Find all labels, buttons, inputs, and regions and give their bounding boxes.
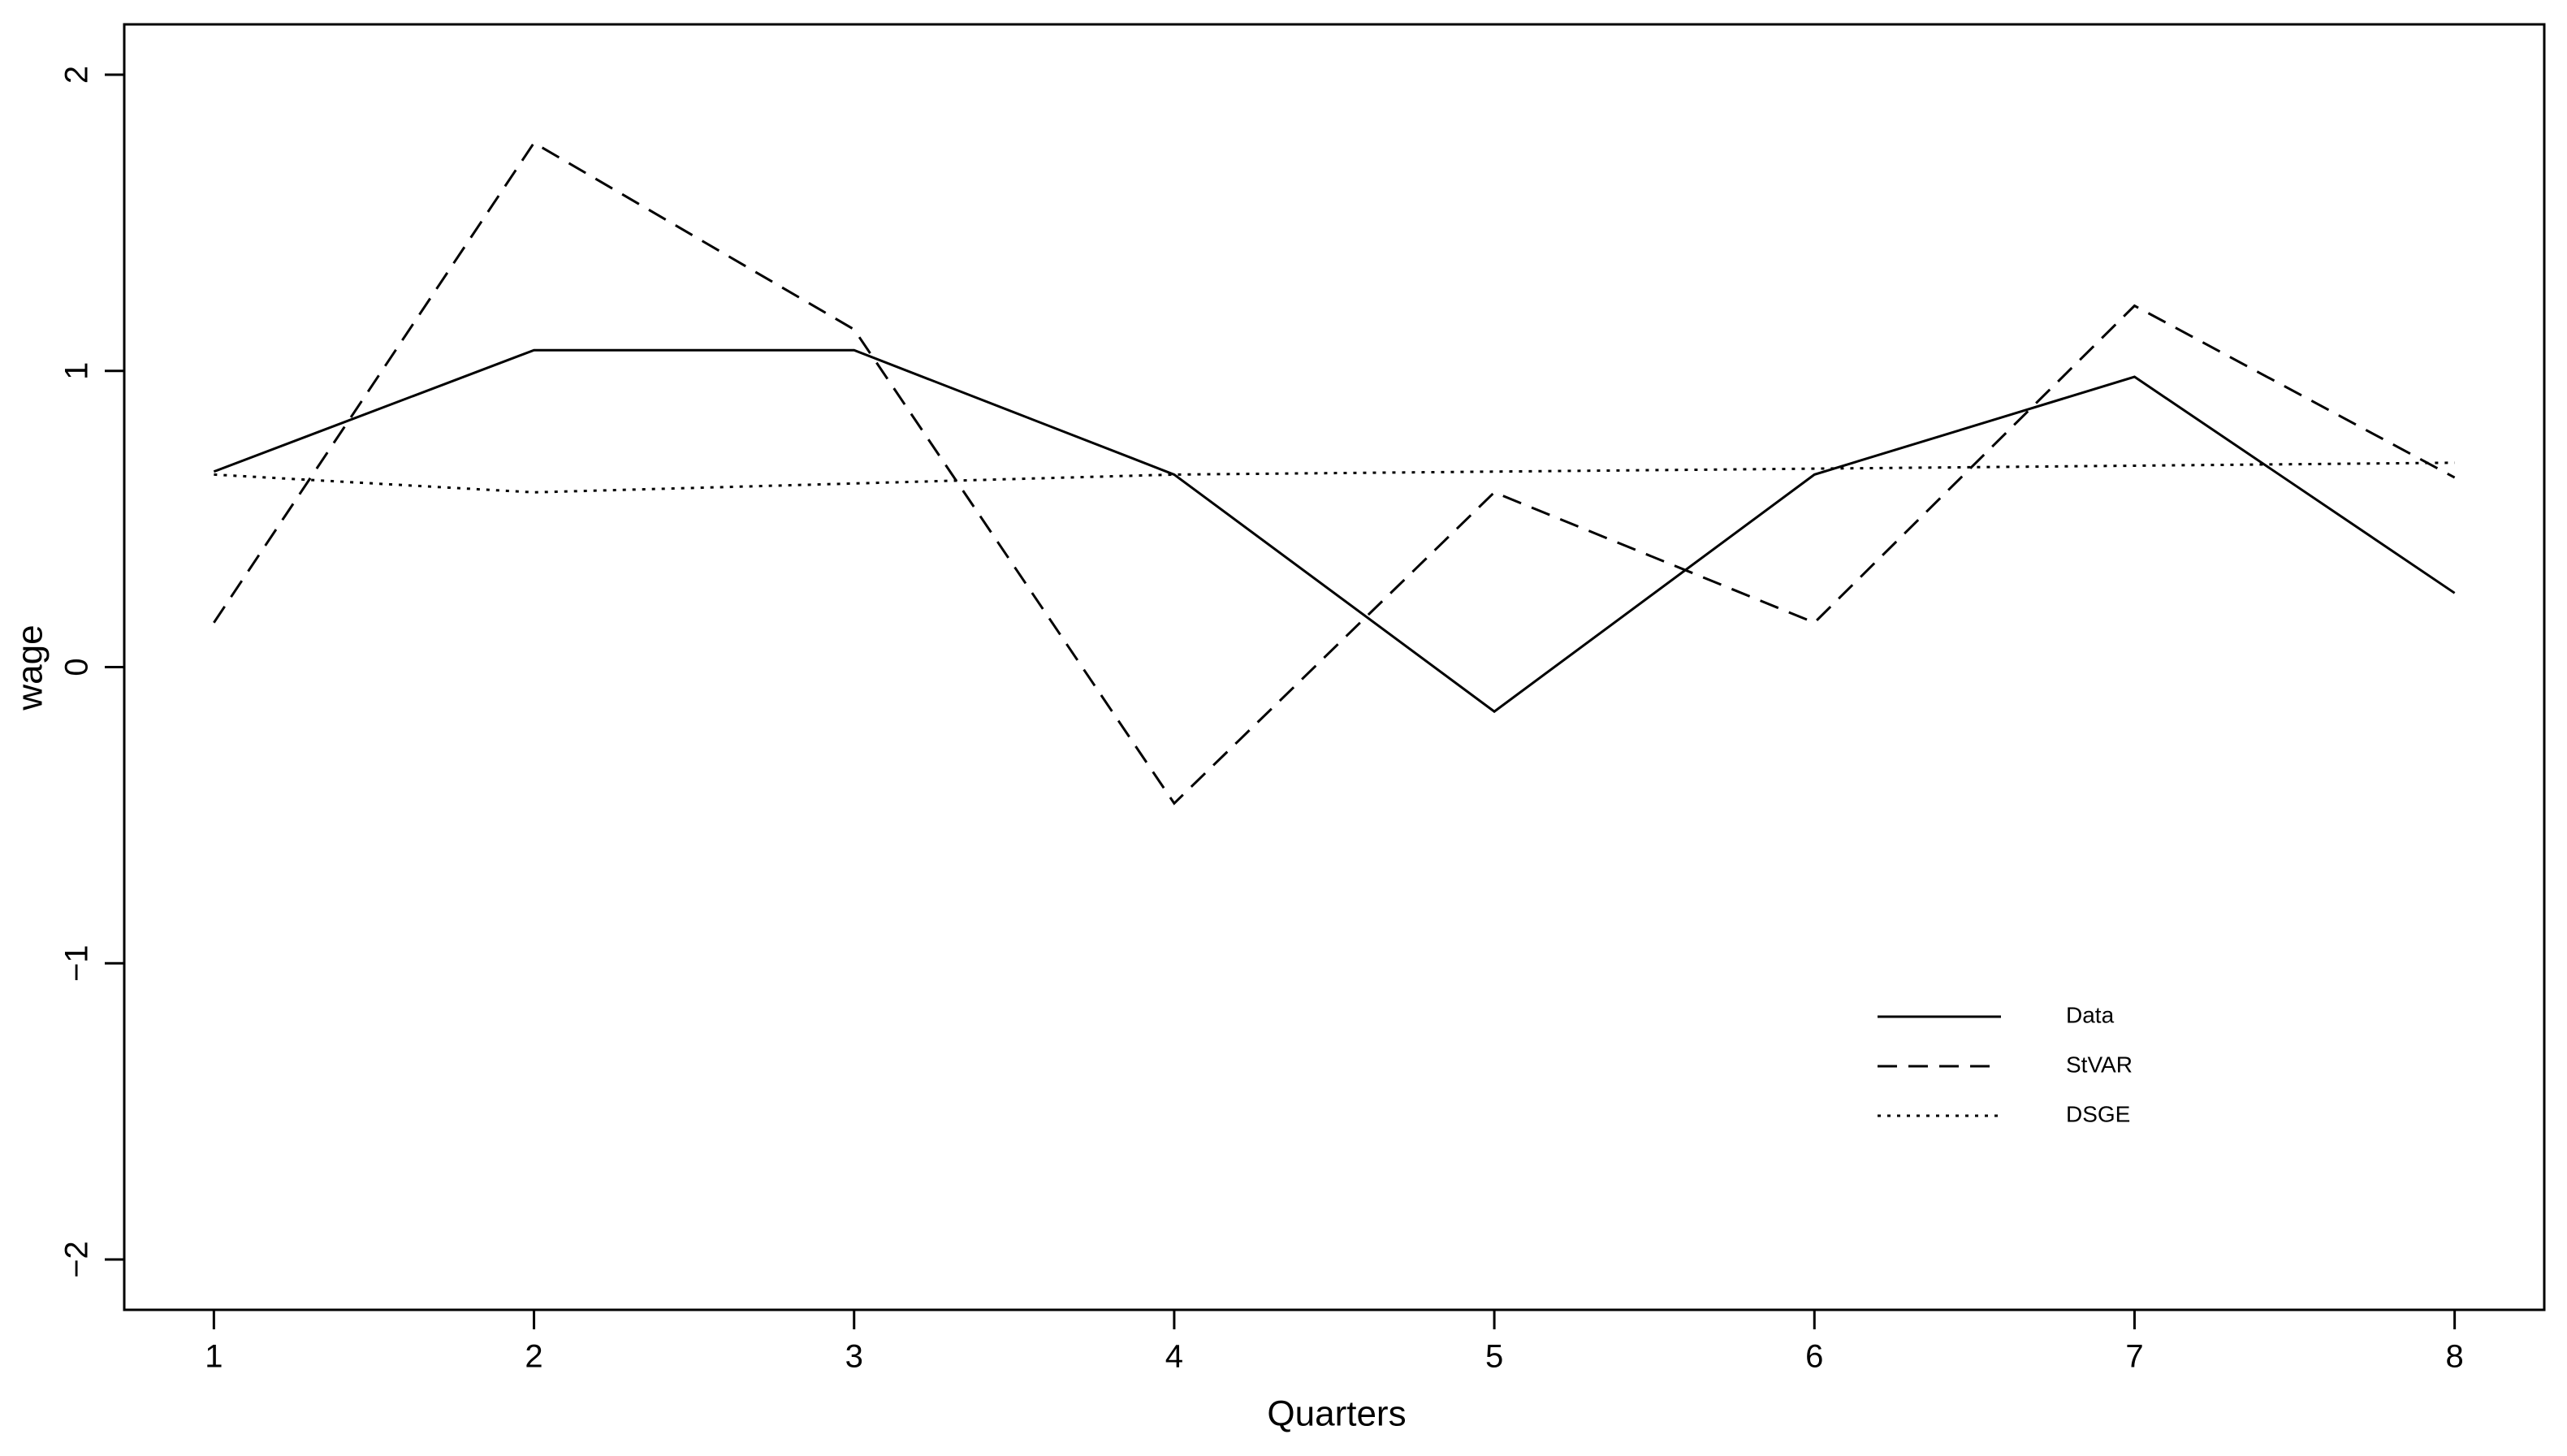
series-line xyxy=(213,348,2456,714)
x-tick-label: 7 xyxy=(2125,1339,2143,1375)
legend-label: DSGE xyxy=(2066,1101,2130,1126)
y-tick-label: 1 xyxy=(59,362,95,380)
y-tick-label: 0 xyxy=(59,658,95,676)
y-tick-label: −1 xyxy=(59,944,95,982)
plot-frame xyxy=(123,23,2546,1311)
series-line xyxy=(214,461,2455,494)
x-tick-label: 1 xyxy=(205,1339,223,1375)
y-tick-label: −2 xyxy=(59,1241,95,1278)
legend-label: Data xyxy=(2066,1002,2115,1027)
legend-label: StVAR xyxy=(2066,1052,2133,1077)
x-tick-label: 6 xyxy=(1805,1339,1823,1375)
x-tick-label: 2 xyxy=(525,1339,542,1375)
x-tick-label: 4 xyxy=(1165,1339,1183,1375)
x-tick-label: 5 xyxy=(1485,1339,1503,1375)
x-axis-label: Quarters xyxy=(1267,1394,1406,1434)
series-line xyxy=(213,140,2456,806)
y-tick-label: 2 xyxy=(59,66,95,84)
y-axis-label: wage xyxy=(11,624,50,711)
x-tick-label: 8 xyxy=(2446,1339,2464,1375)
x-tick-label: 3 xyxy=(845,1339,863,1375)
